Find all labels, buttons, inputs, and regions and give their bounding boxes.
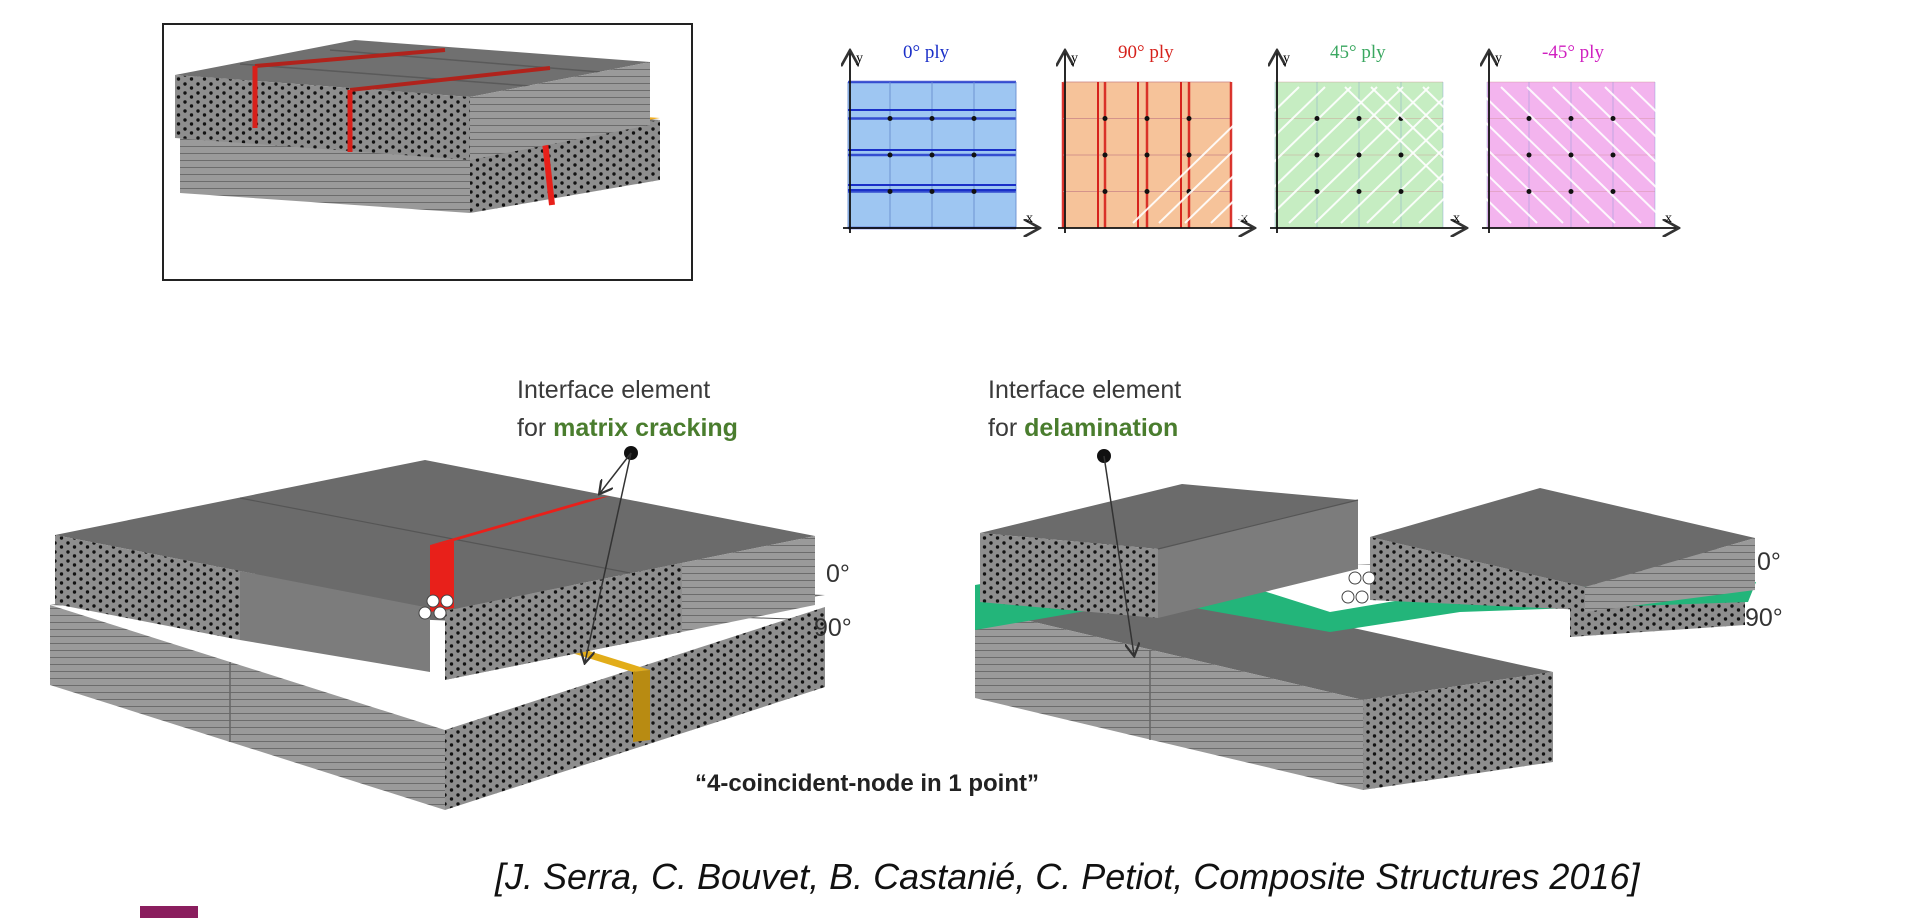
x-axis-label: x [1665, 211, 1672, 226]
matrix-label-line1: Interface element [517, 376, 710, 404]
ply-label: 45° ply [1330, 42, 1386, 63]
coincident-nodes-left [418, 594, 454, 620]
framed-laminate-thumbnail [162, 23, 693, 281]
matrix-crack-interface [430, 496, 610, 545]
matrix-cracking-highlight: matrix cracking [553, 414, 738, 442]
matrix-cracking-diagram: Interface element for matrix cracking 0°… [50, 376, 852, 810]
delamination-label-line1: Interface element [988, 376, 1181, 404]
ply-grid-0: x y 0° ply [843, 42, 1038, 233]
x-axis-label: x [1241, 211, 1248, 226]
ply-label: 0° ply [903, 42, 950, 63]
right-top-angle: 0° [1757, 548, 1781, 576]
matrix-label-line2: for matrix cracking [517, 414, 738, 442]
x-axis-label: x [1026, 211, 1033, 226]
citation: [J. Serra, C. Bouvet, B. Castanié, C. Pe… [495, 856, 1640, 897]
delamination-label-line2: for delamination [988, 414, 1178, 442]
ply-grids: x y 0° ply x y 90° ply x y 45° ply x y -45° ply [843, 42, 1798, 233]
ply-grid-1: x y 90° ply [1058, 42, 1253, 233]
x-axis-label: x [1453, 211, 1460, 226]
node-caption: “4-coincident-node in 1 point” [695, 770, 1039, 797]
y-axis-label: y [1495, 51, 1502, 66]
accent-bar [140, 906, 198, 918]
left-bottom-angle: 90° [814, 614, 852, 642]
coincident-nodes-right [1341, 571, 1376, 604]
y-axis-label: y [1283, 51, 1290, 66]
y-axis-label: y [1071, 51, 1078, 66]
ply-label: 90° ply [1118, 42, 1174, 63]
ply-label: -45° ply [1542, 42, 1604, 63]
right-bottom-angle: 90° [1745, 604, 1783, 632]
y-axis-label: y [856, 51, 863, 66]
delamination-diagram: Interface element for delamination 0° 90… [975, 376, 1783, 790]
delamination-highlight: delamination [1024, 414, 1178, 442]
left-top-angle: 0° [826, 560, 850, 588]
ply-grid-3: x y -45° ply [1344, 42, 1798, 233]
